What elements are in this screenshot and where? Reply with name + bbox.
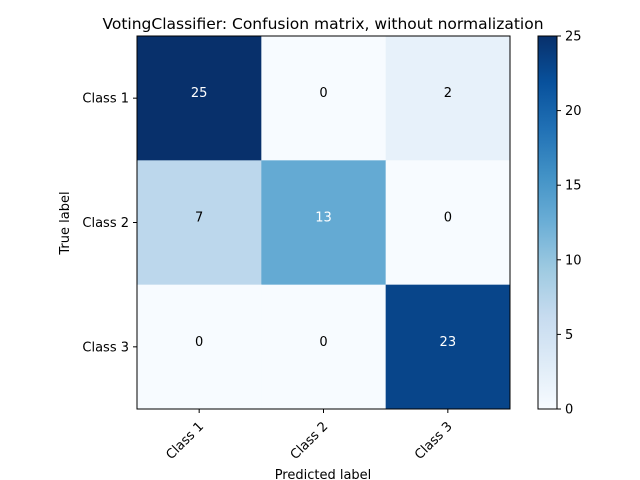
cell-value-label: 0 bbox=[444, 211, 452, 226]
cell-value-label: 0 bbox=[319, 335, 327, 350]
y-tick-label: Class 2 bbox=[82, 216, 129, 231]
x-tick-label: Class 2 bbox=[288, 419, 332, 463]
y-tick-label: Class 1 bbox=[82, 92, 129, 107]
cell-value-label: 0 bbox=[195, 335, 203, 350]
heatmap-cell bbox=[261, 284, 387, 410]
colorbar-tick-label: 10 bbox=[565, 253, 582, 268]
colorbar-tick-label: 20 bbox=[565, 104, 582, 119]
colorbar-ticks: 0 5 10 15 20 25 bbox=[557, 30, 582, 418]
heatmap-cell bbox=[385, 36, 511, 161]
x-tick-label: Class 3 bbox=[412, 419, 456, 463]
heatmap-cell bbox=[261, 36, 387, 161]
cell-value-label: 25 bbox=[191, 86, 208, 101]
heatmap-cell bbox=[385, 284, 511, 410]
cell-value-label: 7 bbox=[195, 211, 203, 226]
colorbar-tick-label: 5 bbox=[565, 328, 573, 343]
heatmap-cell bbox=[385, 160, 511, 286]
y-axis-ticks: Class 1 Class 2 Class 3 bbox=[82, 92, 137, 355]
cell-value-label: 23 bbox=[440, 335, 457, 350]
chart-title: VotingClassifier: Confusion matrix, with… bbox=[102, 15, 543, 33]
cell-value-label: 0 bbox=[319, 86, 327, 101]
heatmap-cell bbox=[137, 36, 262, 161]
y-tick-label: Class 3 bbox=[82, 340, 129, 355]
cell-value-label: 13 bbox=[315, 211, 332, 226]
x-axis-label: Predicted label bbox=[275, 468, 372, 480]
heatmap-cell-labels: 25 0 2 7 13 0 0 0 23 bbox=[191, 86, 456, 350]
x-axis-ticks: Class 1 Class 2 Class 3 bbox=[163, 409, 456, 463]
colorbar-tick-label: 0 bbox=[565, 403, 573, 418]
heatmap-cell bbox=[137, 160, 262, 286]
x-tick-label: Class 1 bbox=[163, 419, 207, 463]
colorbar-tick-label: 15 bbox=[565, 179, 582, 194]
colorbar-tick-label: 25 bbox=[565, 30, 582, 45]
heatmap-cell bbox=[137, 284, 262, 410]
cell-value-label: 2 bbox=[444, 86, 452, 101]
heatmap-cell bbox=[261, 160, 387, 286]
y-axis-label: True label bbox=[58, 191, 73, 255]
colorbar bbox=[537, 35, 558, 410]
heatmap-cells bbox=[137, 36, 511, 410]
